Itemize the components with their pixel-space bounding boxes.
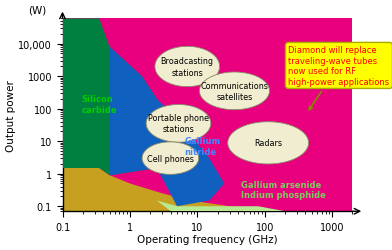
Text: Portable phone
stations: Portable phone stations	[148, 114, 209, 134]
Text: Gallium
nitride: Gallium nitride	[185, 137, 221, 156]
Y-axis label: Output power: Output power	[5, 80, 16, 151]
Polygon shape	[110, 48, 224, 206]
Polygon shape	[200, 73, 269, 110]
Polygon shape	[56, 19, 157, 176]
Polygon shape	[142, 142, 199, 175]
Text: Radars: Radars	[254, 139, 282, 148]
Polygon shape	[155, 47, 220, 87]
Text: Gallium arsenide
Indium phosphide: Gallium arsenide Indium phosphide	[241, 180, 326, 199]
X-axis label: Operating frequency (GHz): Operating frequency (GHz)	[137, 234, 278, 244]
Polygon shape	[56, 168, 365, 216]
Text: Communications
satellites: Communications satellites	[200, 82, 269, 102]
Text: (W): (W)	[28, 6, 46, 16]
Polygon shape	[56, 17, 365, 216]
Text: Silicon: Silicon	[82, 187, 113, 196]
Text: Diamond will replace
traveling-wave tubes
now used for RF
high-power application: Diamond will replace traveling-wave tube…	[289, 46, 390, 110]
Text: Diamond: Diamond	[293, 115, 338, 124]
Text: Broadcasting
stations: Broadcasting stations	[161, 57, 214, 77]
Polygon shape	[157, 168, 365, 216]
Text: Silicon
carbide: Silicon carbide	[82, 95, 117, 114]
Text: Cell phones: Cell phones	[147, 154, 194, 163]
Polygon shape	[146, 105, 211, 142]
Polygon shape	[228, 122, 309, 164]
